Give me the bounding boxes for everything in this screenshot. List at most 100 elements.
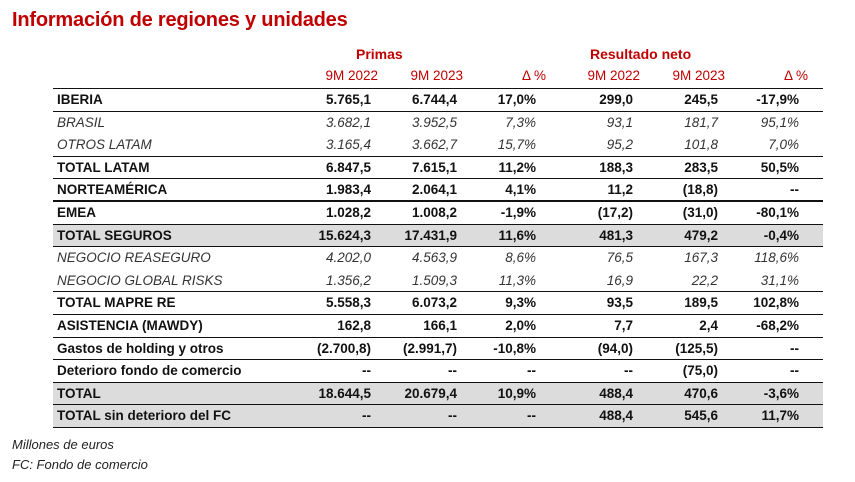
table-cell: 1.983,4 [325, 182, 371, 198]
table-row: NEGOCIO REASEGURO 4.202,0 4.563,9 8,6% 76,5 1… [53, 247, 823, 270]
col-header: 9M 2023 [410, 68, 463, 83]
table-cell: 50,5% [760, 159, 799, 175]
table-cell: 11,3% [498, 272, 536, 288]
table-cell: 4.563,9 [411, 250, 457, 266]
table-cell: 6.847,5 [325, 159, 371, 175]
table-cell: 31,1% [760, 272, 799, 288]
table-cell: 7,0% [768, 137, 799, 153]
table-row: ASISTENCIA (MAWDY) 162,8 166,1 2,0% 7,7 2,4 -6… [53, 315, 823, 338]
table-cell: 11,2% [498, 159, 536, 175]
table-row: OTROS LATAM 3.165,4 3.662,7 15,7% 95,2 101,8 7… [53, 134, 823, 157]
table-cell: 488,4 [599, 408, 633, 424]
table-cell: 479,2 [684, 227, 718, 243]
row-label: EMEA [57, 204, 97, 220]
table-cell: -- [527, 363, 536, 379]
table-cell: 95,2 [606, 137, 633, 153]
table-cell: 5.558,3 [325, 295, 371, 311]
table-cell: (31,0) [682, 204, 718, 220]
col-header: Δ % [783, 68, 808, 83]
table-cell: -- [790, 182, 799, 198]
table-row: Deterioro fondo de comercio -- -- -- -- (75,0… [53, 360, 823, 383]
page-title: Información de regiones y unidades [12, 9, 348, 31]
table-cell: 93,1 [606, 114, 633, 130]
table-cell: 102,8% [753, 295, 799, 311]
table-cell: 6.073,2 [411, 295, 457, 311]
table-cell: -- [448, 408, 457, 424]
table-cell: 245,5 [684, 92, 718, 107]
table-cell: -0,4% [763, 227, 799, 243]
table-cell: 7,7 [614, 317, 633, 333]
table-cell: 299,0 [599, 92, 633, 107]
table-cell: 1.356,2 [325, 272, 371, 288]
table-cell: 3.165,4 [325, 137, 371, 153]
table-cell: 283,5 [684, 159, 718, 175]
col-header: 9M 2023 [672, 68, 725, 83]
table-cell: 4.202,0 [325, 250, 371, 266]
column-headers: 9M 2022 9M 2023 Δ % 9M 2022 9M 2023 Δ % [53, 68, 823, 88]
table-cell: 1.008,2 [411, 204, 457, 220]
row-label: TOTAL [57, 385, 101, 401]
table-cell: 181,7 [684, 114, 718, 130]
table-cell: -1,9% [500, 204, 536, 220]
table-cell: 3.682,1 [325, 114, 371, 130]
table-cell: 95,1% [760, 114, 799, 130]
table-cell: 2.064,1 [411, 182, 457, 198]
row-label: ASISTENCIA (MAWDY) [57, 317, 203, 333]
table-cell: -- [624, 363, 633, 379]
table-cell: 93,5 [606, 295, 633, 311]
table-row: IBERIA 5.765,1 6.744,4 17,0% 299,0 245,5 -17,9… [53, 89, 823, 112]
table-cell: 101,8 [684, 137, 718, 153]
row-label: TOTAL MAPRE RE [57, 295, 176, 311]
table-cell: 11,2 [607, 182, 633, 198]
table-cell: 7,3% [505, 114, 536, 130]
table-cell: (18,8) [682, 182, 718, 198]
row-label: Deterioro fondo de comercio [57, 363, 242, 379]
row-label: NEGOCIO REASEGURO [57, 250, 211, 266]
table-cell: -3,6% [763, 385, 799, 401]
table-cell: 8,6% [505, 250, 536, 266]
col-header: 9M 2022 [587, 68, 640, 83]
table-cell: 9,3% [505, 295, 536, 311]
table-cell: -- [448, 363, 457, 379]
table-cell: 76,5 [606, 250, 633, 266]
table-cell: 1.028,2 [325, 204, 371, 220]
row-label: TOTAL sin deterioro del FC [57, 408, 232, 424]
table-cell: 488,4 [599, 385, 633, 401]
table-cell: 188,3 [599, 159, 633, 175]
table-cell: 2,0% [505, 317, 536, 333]
row-label: OTROS LATAM [57, 137, 152, 153]
table-cell: -- [790, 340, 799, 356]
table-cell: 10,9% [497, 385, 536, 401]
col-header: 9M 2022 [325, 68, 378, 83]
table-cell: -10,8% [493, 340, 536, 356]
table-cell: 1.509,3 [411, 272, 457, 288]
table-cell: (2.700,8) [316, 340, 371, 356]
table-cell: -- [527, 408, 536, 424]
table-cell: 167,3 [684, 250, 718, 266]
table-cell: 11,7% [761, 408, 799, 424]
table-cell: 22,2 [691, 272, 718, 288]
table-cell: 545,6 [684, 408, 718, 424]
table-cell: 166,1 [423, 317, 457, 333]
table-cell: 7.615,1 [411, 159, 457, 175]
table-cell: -- [362, 363, 371, 379]
table-row: TOTAL 18.644,5 20.679,4 10,9% 488,4 470,6 -3,6… [53, 382, 823, 406]
row-label: TOTAL SEGUROS [57, 227, 172, 243]
row-label: NEGOCIO GLOBAL RISKS [57, 272, 223, 288]
table-cell: 15.624,3 [318, 227, 371, 243]
table-cell: 3.662,7 [411, 137, 457, 153]
row-label: TOTAL LATAM [57, 159, 150, 175]
table-cell: 16,9 [606, 272, 633, 288]
col-header: Δ % [521, 68, 546, 83]
table-cell: 15,7% [497, 137, 536, 153]
table-cell: 20.679,4 [404, 385, 457, 401]
table-cell: 5.765,1 [325, 92, 371, 107]
table-row: EMEA 1.028,2 1.008,2 -1,9% (17,2) (31,0) -80,1… [53, 202, 823, 225]
table-cell: 189,5 [684, 295, 718, 311]
footnote-units: Millones de euros [12, 437, 114, 452]
row-label: NORTEAMÉRICA [57, 182, 168, 198]
table-cell: 2,4 [699, 317, 718, 333]
table-cell: (94,0) [597, 340, 633, 356]
table-cell: -17,9% [756, 92, 799, 107]
table-row: NORTEAMÉRICA 1.983,4 2.064,1 4,1% 11,2 (18,8)… [53, 179, 823, 202]
